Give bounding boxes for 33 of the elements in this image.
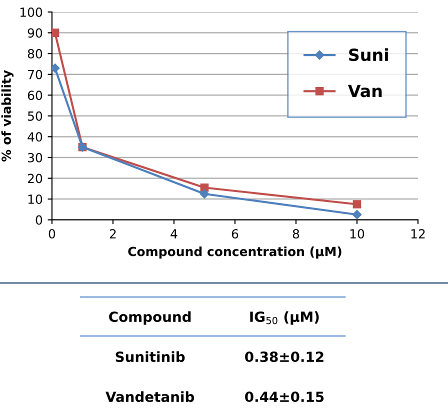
y-tick-label: 90 [28,28,42,38]
point [200,189,210,198]
point [352,200,362,208]
y-tick-label: 50 [28,111,42,121]
text: 0.38±0.12 [245,352,324,362]
text: Vandetanib [106,391,194,402]
point [52,63,60,73]
y-tick-label: 80 [28,49,42,58]
x-tick-label: 10 [350,229,364,239]
text: IG$_{50}$ (µM) [250,311,319,325]
y-tick-label: 60 [28,90,42,100]
y-tick-label: 70 [28,70,42,80]
x-tick-label: 4 [170,229,178,238]
text: Sunitinib [116,351,185,362]
x-tick-label: 2 [110,229,116,238]
x-tick-label: 0 [48,229,56,239]
x-tick-label: 6 [232,229,238,239]
y-tick-label: 100 [20,7,42,17]
y-tick-label: 10 [28,194,42,204]
y-tick-label: 20 [28,174,42,184]
x-axis-title: Compound concentration (µM) [128,246,342,259]
y-tick-label: 30 [28,152,42,162]
y-tick-label: 40 [28,132,42,142]
text: 0.44±0.15 [245,392,324,402]
x-tick-label: 12 [411,229,425,238]
y-tick-label: 0 [36,215,42,225]
point [52,28,60,37]
legend-label: Suni [349,48,388,62]
point [352,210,362,220]
y-axis-title: % of viability [1,70,14,162]
x-tick-label: 8 [292,229,300,239]
text: Compound [109,311,191,325]
legend-label: Van [348,84,382,98]
